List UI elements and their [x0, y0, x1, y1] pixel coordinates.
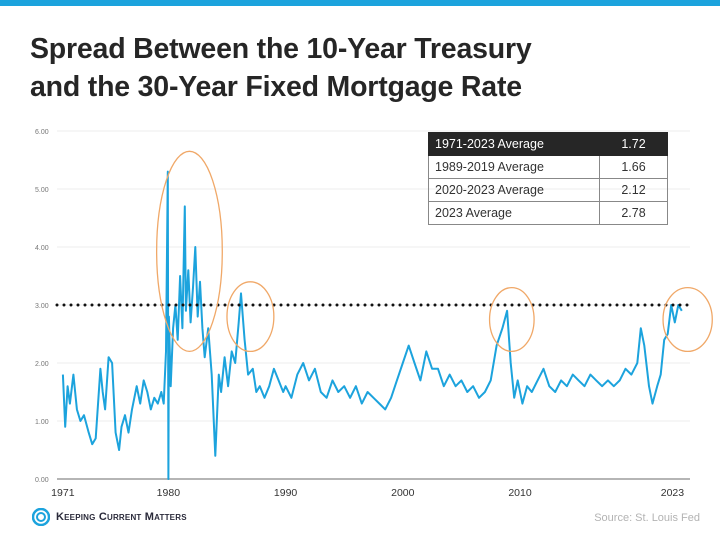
averages-table: 1971-2023 Average 1.72 1989-2019 Average…	[428, 132, 668, 225]
highlight-ellipse	[662, 286, 713, 353]
row-label: 2023 Average	[428, 201, 600, 225]
x-tick-label: 1971	[51, 487, 75, 499]
table-row: 1989-2019 Average 1.66	[428, 155, 668, 179]
table-row: 2020-2023 Average 2.12	[428, 178, 668, 202]
logo-swirl-icon	[32, 508, 50, 526]
logo-text: Keeping Current Matters	[56, 511, 187, 523]
row-label: 2020-2023 Average	[428, 178, 600, 202]
row-value: 2.78	[599, 201, 668, 225]
table-row: 1971-2023 Average 1.72	[428, 132, 668, 156]
row-label: 1971-2023 Average	[428, 132, 600, 156]
highlight-ellipse	[226, 281, 275, 353]
kcm-logo: Keeping Current Matters	[32, 508, 187, 526]
row-value: 1.66	[599, 155, 668, 179]
y-tick-label: 1.00	[35, 419, 49, 426]
y-tick-label: 2.00	[35, 361, 49, 368]
row-label: 1989-2019 Average	[428, 155, 600, 179]
row-value: 2.12	[599, 178, 668, 202]
top-accent-bar	[0, 0, 720, 6]
highlight-ellipse	[155, 150, 223, 353]
y-tick-label: 6.00	[35, 129, 49, 136]
spread-line	[61, 170, 683, 480]
y-tick-label: 0.00	[35, 477, 49, 484]
row-value: 1.72	[599, 132, 668, 156]
y-tick-label: 4.00	[35, 245, 49, 252]
title-line-2: and the 30-Year Fixed Mortgage Rate	[30, 71, 522, 103]
chart-title: Spread Between the 10-Year Treasury and …	[30, 30, 532, 106]
x-tick-label: 2000	[391, 487, 415, 499]
table-row: 2023 Average 2.78	[428, 201, 668, 225]
x-tick-label: 1980	[157, 487, 181, 499]
x-tick-label: 1990	[274, 487, 298, 499]
highlight-ellipse	[488, 286, 535, 353]
source-note: Source: St. Louis Fed	[594, 512, 700, 524]
title-line-1: Spread Between the 10-Year Treasury	[30, 33, 532, 65]
x-tick-label: 2023	[661, 487, 685, 499]
y-tick-label: 3.00	[35, 303, 49, 310]
y-tick-label: 5.00	[35, 187, 49, 194]
x-tick-label: 2010	[508, 487, 532, 499]
